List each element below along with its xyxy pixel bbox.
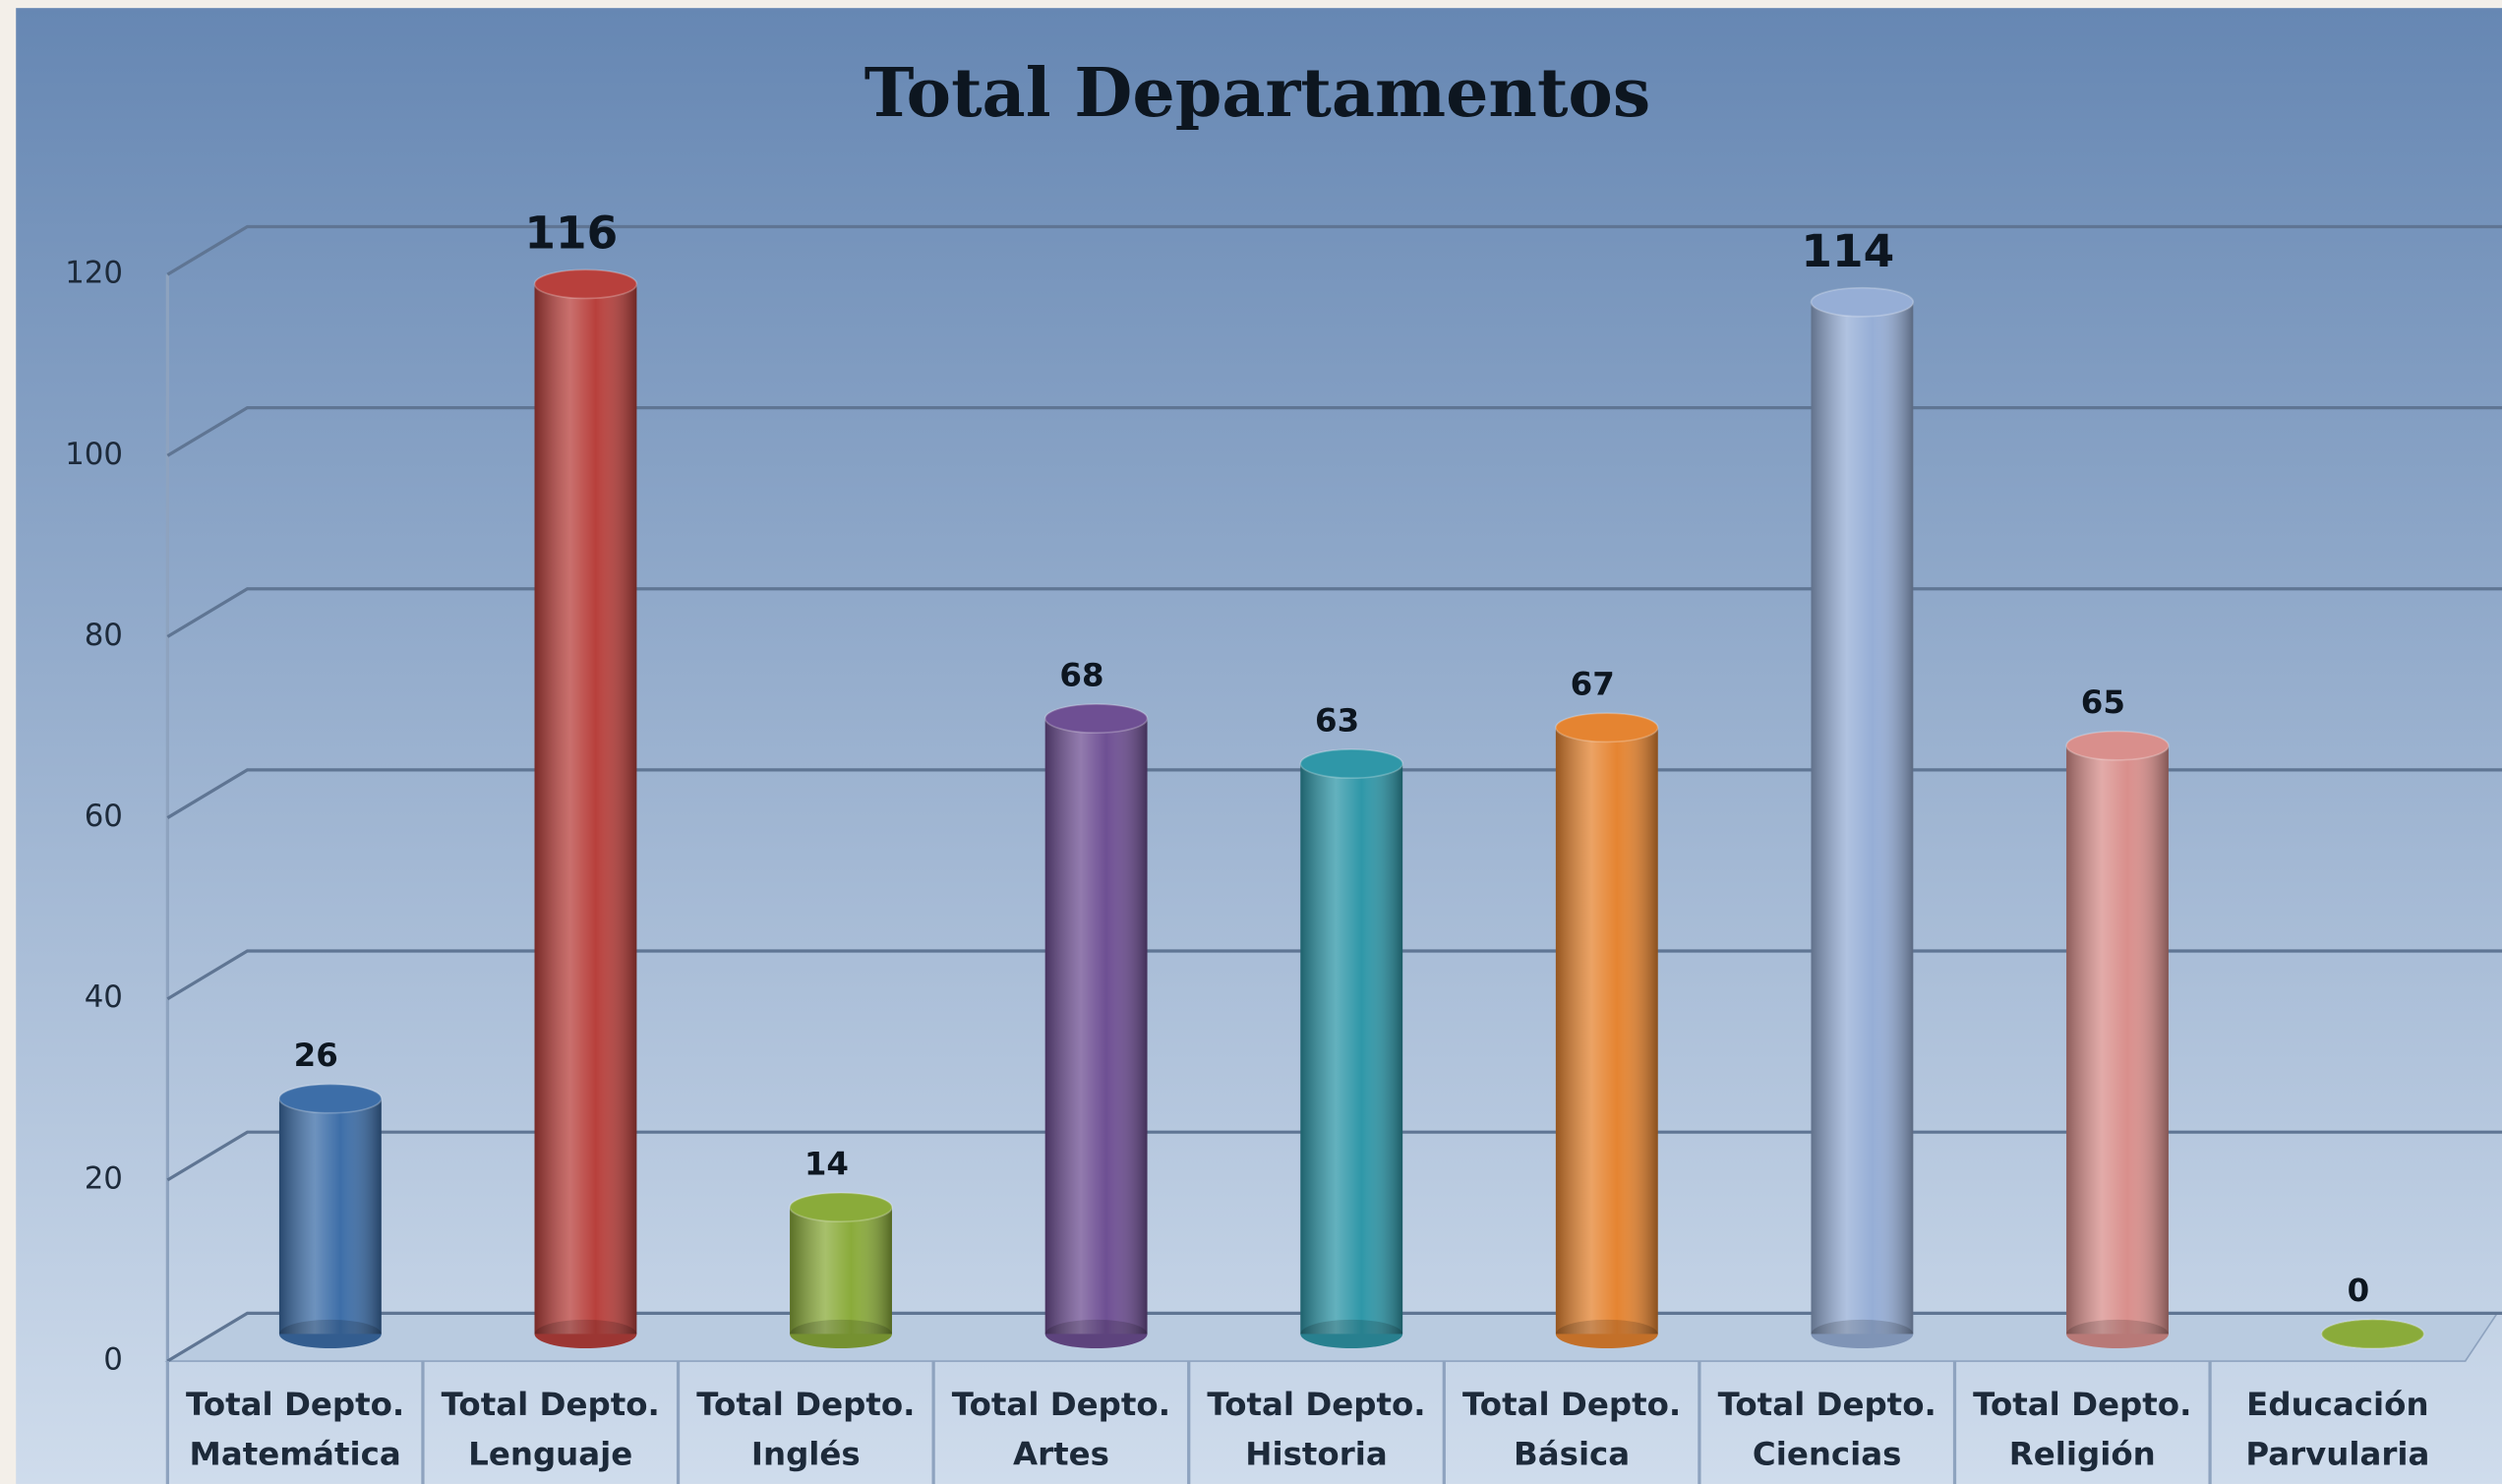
grid-line: [166, 405, 2502, 457]
x-tick-label: Total Depto. Inglés: [696, 1385, 916, 1473]
bar-shade: [1044, 718, 1148, 1335]
y-tick-label: 40: [85, 979, 123, 1015]
bar-top: [789, 1192, 893, 1222]
bar-top: [2320, 1319, 2425, 1349]
y-tick-label: 0: [103, 1342, 123, 1378]
y-tick-label: 80: [85, 618, 123, 653]
grid-line: [166, 587, 2502, 638]
y-tick-label: 60: [85, 799, 123, 834]
bar-top: [533, 268, 638, 300]
bar-bottom-shade: [1555, 1319, 1658, 1349]
data-label: 63: [1315, 701, 1359, 739]
bar: [789, 1192, 893, 1349]
bar-bottom-shade: [278, 1319, 382, 1349]
y-tick-label: 20: [85, 1160, 123, 1196]
x-tick-label: Educación Parvularia: [2245, 1385, 2430, 1473]
data-label: 26: [294, 1037, 338, 1074]
x-tick-label-box: Total Depto. Religión: [1973, 1385, 2192, 1473]
bar-bottom-shade: [2066, 1319, 2169, 1349]
data-label: 114: [1801, 225, 1894, 277]
bar-top: [1810, 286, 1915, 318]
bar: [533, 268, 638, 1349]
bar-top: [278, 1083, 383, 1114]
bar-bottom-shade: [1300, 1319, 1403, 1349]
bar-shade: [2066, 745, 2169, 1335]
grid-line: [166, 1130, 2502, 1182]
x-tick-label-box: Total Depto. Artes: [951, 1385, 1171, 1473]
bar: [278, 1083, 383, 1349]
grid-line: [166, 768, 2502, 819]
x-tick-label-box: Educación Parvularia: [2245, 1385, 2430, 1473]
x-tick-label: Total Depto. Historia: [1207, 1385, 1426, 1473]
y-tick-label: 120: [65, 256, 123, 291]
bar-shade: [534, 283, 637, 1335]
x-tick-label-box: Total Depto. Ciencias: [1717, 1385, 1936, 1473]
bar-top: [2065, 730, 2170, 761]
bar: [1810, 286, 1915, 1349]
bar: [1555, 712, 1659, 1349]
grid-line: [166, 949, 2502, 1001]
data-label: 14: [804, 1145, 849, 1182]
bar-shade: [790, 1207, 892, 1335]
x-tick-label: Total Depto. Básica: [1461, 1385, 1682, 1473]
bar-bottom-shade: [790, 1319, 892, 1349]
grid-line: [166, 1311, 2502, 1363]
data-label: 0: [2348, 1272, 2370, 1309]
x-tick-label-box: Total Depto. Inglés: [696, 1385, 916, 1473]
data-label: 65: [2081, 683, 2125, 721]
x-tick-label-box: Total Depto. Lenguaje: [441, 1385, 660, 1473]
bar-shade: [1811, 302, 1914, 1335]
bar-bottom-shade: [1811, 1319, 1914, 1349]
x-tick-label: Total Depto. Religión: [1973, 1385, 2192, 1473]
x-tick-label: Total Depto. Lenguaje: [441, 1385, 660, 1473]
data-label: 67: [1571, 666, 1615, 703]
bar-top: [1043, 703, 1149, 735]
x-tick-label-box: Total Depto. Básica: [1461, 1385, 1682, 1473]
grid-line: [166, 224, 2502, 276]
bar-top: [1555, 712, 1659, 743]
x-tick-label: Total Depto. Matemática: [186, 1385, 405, 1473]
bar-shade: [1555, 727, 1658, 1335]
x-tick-label: Total Depto. Ciencias: [1717, 1385, 1936, 1473]
chart-title: Total Departamentos: [864, 54, 1650, 133]
x-tick-label: Total Depto. Artes: [951, 1385, 1171, 1473]
bar: [1299, 748, 1403, 1349]
y-tick-label: 100: [65, 437, 123, 472]
bar-top: [1299, 748, 1403, 780]
x-tick-label-box: Total Depto. Historia: [1207, 1385, 1426, 1473]
x-tick-label-box: Total Depto. Matemática: [186, 1385, 405, 1473]
bar-shade: [1300, 763, 1403, 1335]
bar-shade: [278, 1098, 382, 1335]
bar: [1043, 703, 1149, 1349]
bar: [2065, 730, 2170, 1349]
bar-bottom-shade: [534, 1319, 637, 1349]
data-label: 116: [524, 208, 618, 260]
bar-bottom-shade: [1044, 1319, 1148, 1349]
bar: [2320, 1319, 2425, 1349]
data-label: 68: [1059, 656, 1103, 693]
